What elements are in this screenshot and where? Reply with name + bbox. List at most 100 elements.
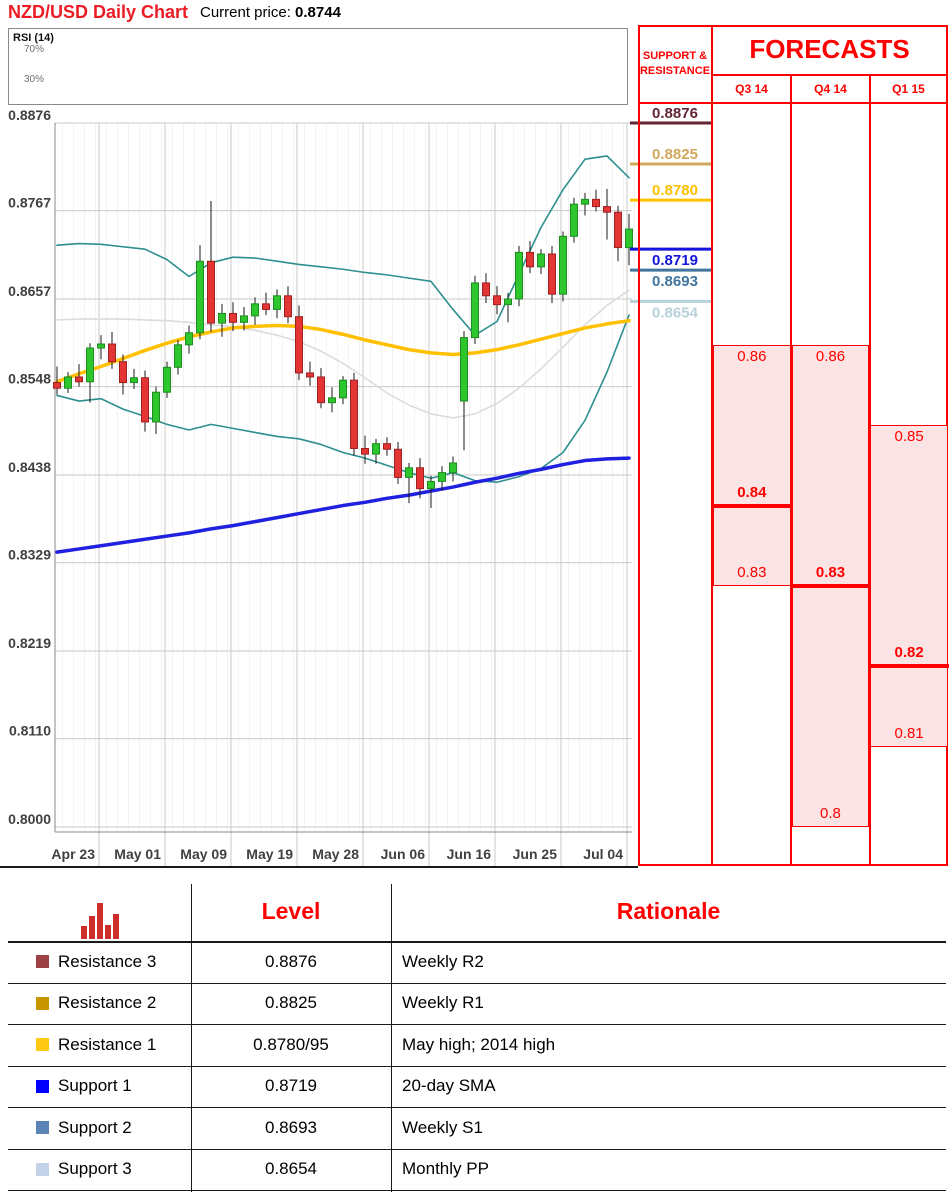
- candle-down: [416, 467, 424, 490]
- candle-down: [53, 382, 61, 389]
- table-row-divider: [8, 1024, 946, 1025]
- panel-border-left: [638, 25, 640, 866]
- candle-up: [86, 347, 94, 383]
- x-axis-label: Jul 04: [583, 846, 623, 862]
- forecast-mid-label: 0.82: [894, 644, 924, 662]
- rsi-lower-label: 30%: [23, 74, 44, 85]
- panel-border-bottom: [638, 864, 948, 866]
- sr-column-header: SUPPORT & RESISTANCE: [639, 50, 711, 77]
- candle-up: [185, 332, 193, 346]
- candle-down: [306, 372, 314, 378]
- x-axis-label: May 01: [114, 846, 161, 862]
- candle-up: [427, 480, 435, 490]
- candle-down: [262, 303, 270, 310]
- y-axis-label: 0.8329: [8, 547, 51, 563]
- candle-up: [251, 303, 259, 317]
- forecast-mid-label: 0.84: [737, 483, 767, 501]
- level-rationale: May high; 2014 high: [402, 1034, 556, 1054]
- bollinger-upper-band: [56, 155, 630, 336]
- level-rationale: 20-day SMA: [402, 1076, 496, 1096]
- candle-up: [581, 198, 589, 205]
- candle-up: [625, 228, 633, 249]
- current-price-label: Current price:: [200, 4, 291, 21]
- x-axis-label: Jun 25: [513, 846, 558, 862]
- sma-gray-line: [56, 289, 630, 419]
- candle-down: [350, 379, 358, 449]
- candle-down: [394, 448, 402, 478]
- candle-up: [537, 253, 545, 268]
- candle-up: [130, 377, 138, 384]
- sma-yellow-line: [55, 318, 631, 384]
- x-axis-label: May 09: [180, 846, 227, 862]
- quarter-header-q4-14: Q4 14: [814, 81, 847, 96]
- rationale-column-header: Rationale: [616, 898, 721, 924]
- level-color-swatch: [36, 1162, 49, 1176]
- candle-up: [64, 376, 72, 389]
- quarter-divider-2: [869, 74, 871, 866]
- candle-up: [438, 472, 446, 482]
- forecast-mid-line: [869, 664, 949, 669]
- page-title: NZD/USD Daily Chart: [8, 2, 189, 22]
- level-value: 0.8876: [265, 951, 317, 971]
- table-row-divider: [8, 1190, 946, 1191]
- candle-up: [174, 344, 182, 368]
- table-row-name: Resistance 3: [36, 941, 186, 983]
- level-value: 0.8654: [265, 1159, 317, 1179]
- x-axis-label: Jun 16: [447, 846, 492, 862]
- y-axis-label: 0.8438: [8, 459, 51, 475]
- candle-down: [361, 447, 369, 455]
- forecast-low-label: 0.81: [894, 724, 924, 742]
- forecast-mid-line: [712, 503, 792, 508]
- forecast-mid-label: 0.83: [815, 563, 846, 581]
- quarter-header-q1-15: Q1 15: [892, 81, 925, 96]
- level-rationale: Weekly R2: [402, 951, 484, 971]
- candle-down: [614, 211, 622, 249]
- candle-down: [75, 376, 83, 383]
- sr-level-label: 0.8693: [652, 273, 698, 290]
- current-price: Current price: 0.8744: [200, 4, 341, 21]
- level-name: Resistance 3: [58, 951, 157, 971]
- y-axis-label: 0.8767: [8, 195, 51, 211]
- level-color-swatch: [36, 1038, 49, 1052]
- level-column-header: Level: [261, 898, 321, 924]
- x-axis-label: Jun 06: [381, 846, 426, 862]
- candle-up: [372, 443, 380, 455]
- table-row-name: Support 2: [36, 1107, 186, 1149]
- level-rationale: Weekly S1: [402, 1117, 483, 1137]
- bar-chart-icon: [80, 902, 120, 940]
- forecast-high-label: 0.86: [815, 347, 846, 365]
- level-name: Support 3: [58, 1159, 132, 1179]
- candle-up: [471, 282, 479, 339]
- y-axis-label: 0.8219: [8, 635, 51, 651]
- x-axis-label: May 19: [246, 846, 293, 862]
- level-value: 0.8780/95: [253, 1034, 329, 1054]
- level-name: Resistance 2: [58, 993, 157, 1013]
- level-name: Resistance 1: [58, 1034, 157, 1054]
- candle-down: [548, 253, 556, 295]
- level-value: 0.8693: [265, 1117, 317, 1137]
- candle-up: [328, 397, 336, 404]
- table-row-name: Resistance 1: [36, 1024, 186, 1066]
- candle-up: [163, 366, 171, 393]
- candle-up: [405, 467, 413, 478]
- sr-level-label: 0.8780: [652, 182, 698, 199]
- x-axis-label: May 28: [312, 846, 359, 862]
- table-row-divider: [8, 1148, 946, 1150]
- table-row-divider: [8, 982, 946, 984]
- candle-down: [383, 443, 391, 450]
- quarter-divider-1: [790, 74, 792, 866]
- candle-down: [141, 377, 149, 423]
- candle-down: [603, 206, 611, 213]
- candle-down: [493, 295, 501, 306]
- level-value: 0.8825: [265, 993, 317, 1013]
- candle-up: [339, 379, 347, 399]
- candle-up: [196, 260, 204, 334]
- current-price-value: 0.8744: [295, 4, 341, 21]
- candle-down: [592, 198, 600, 208]
- panel-divider-sr-forecasts: [711, 25, 713, 866]
- x-axis-label: Apr 23: [51, 846, 95, 862]
- forecasts-header-divider: [712, 74, 948, 76]
- level-name: Support 1: [58, 1076, 132, 1096]
- candle-up: [570, 203, 578, 237]
- forecast-high-label: 0.86: [737, 347, 767, 365]
